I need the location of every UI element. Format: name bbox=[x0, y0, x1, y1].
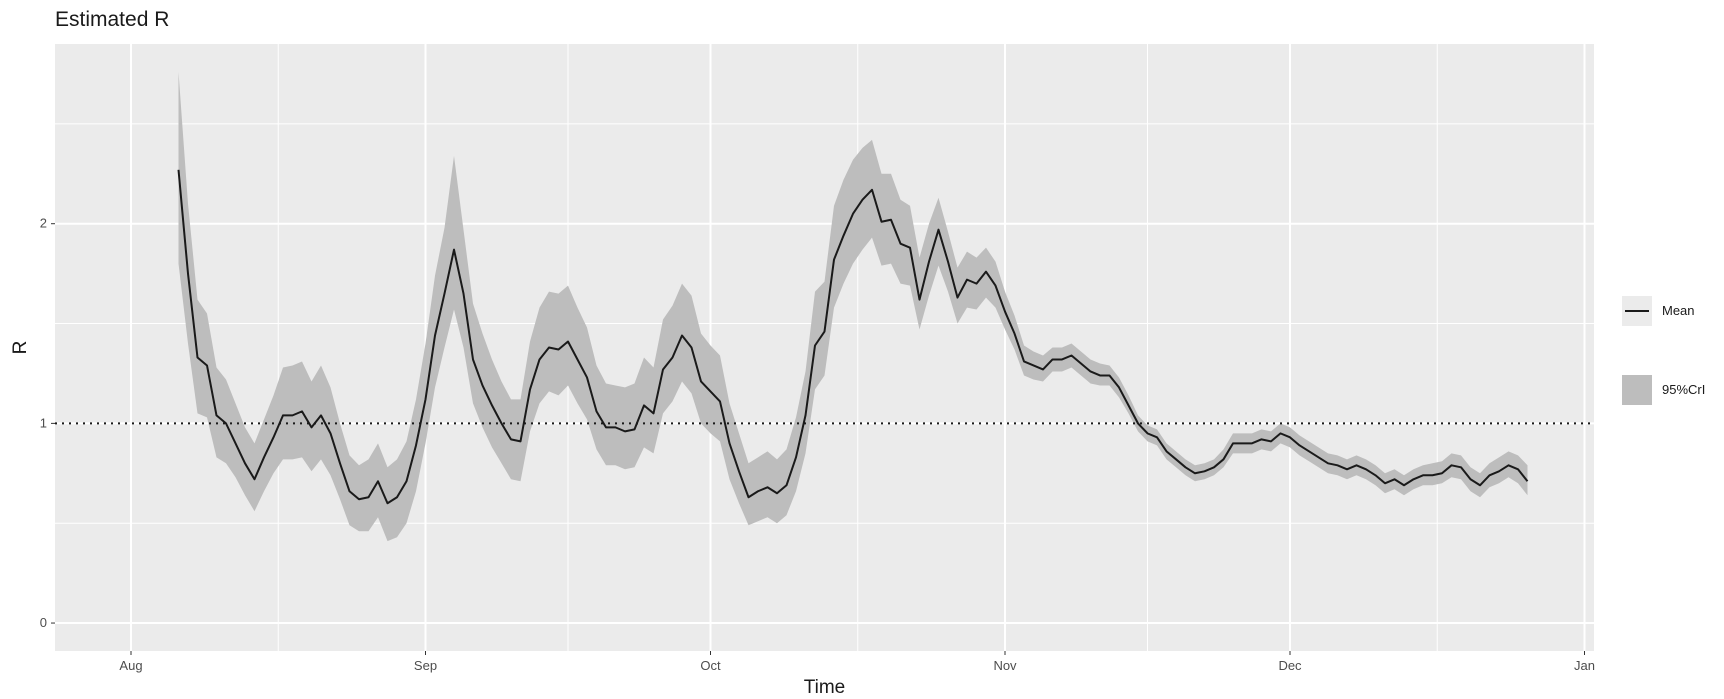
mean-line-layer bbox=[177, 169, 1529, 505]
legend-label-mean: Mean bbox=[1662, 303, 1695, 318]
legend-label-crI: 95%CrI bbox=[1662, 382, 1706, 397]
mean-line bbox=[177, 169, 1529, 505]
x-tick-label: Aug bbox=[119, 658, 142, 673]
x-tick-label: Sep bbox=[414, 658, 437, 673]
x-axis-title: Time bbox=[804, 677, 846, 698]
y-tick-label: 1 bbox=[40, 415, 47, 430]
x-tick-label: Oct bbox=[700, 658, 721, 673]
y-tick-label: 0 bbox=[40, 615, 47, 630]
legend: Mean 95%CrI bbox=[1622, 296, 1722, 454]
chart-title: Estimated R bbox=[55, 8, 170, 31]
y-axis-title: R bbox=[10, 341, 31, 355]
credible-interval-ribbon bbox=[178, 71, 1528, 542]
axes: 0 1 2 Aug Sep Oct Nov Dec Jan bbox=[40, 216, 1595, 673]
x-tick-label: Jan bbox=[1574, 658, 1595, 673]
ribbon-layer bbox=[178, 71, 1528, 542]
legend-item-crI: 95%CrI bbox=[1622, 375, 1722, 413]
legend-item-mean: Mean bbox=[1622, 296, 1722, 334]
y-tick-label: 2 bbox=[40, 216, 47, 231]
legend-key-mean bbox=[1622, 296, 1652, 326]
legend-key-crI bbox=[1622, 375, 1652, 405]
x-tick-label: Nov bbox=[993, 658, 1017, 673]
x-tick-label: Dec bbox=[1278, 658, 1302, 673]
